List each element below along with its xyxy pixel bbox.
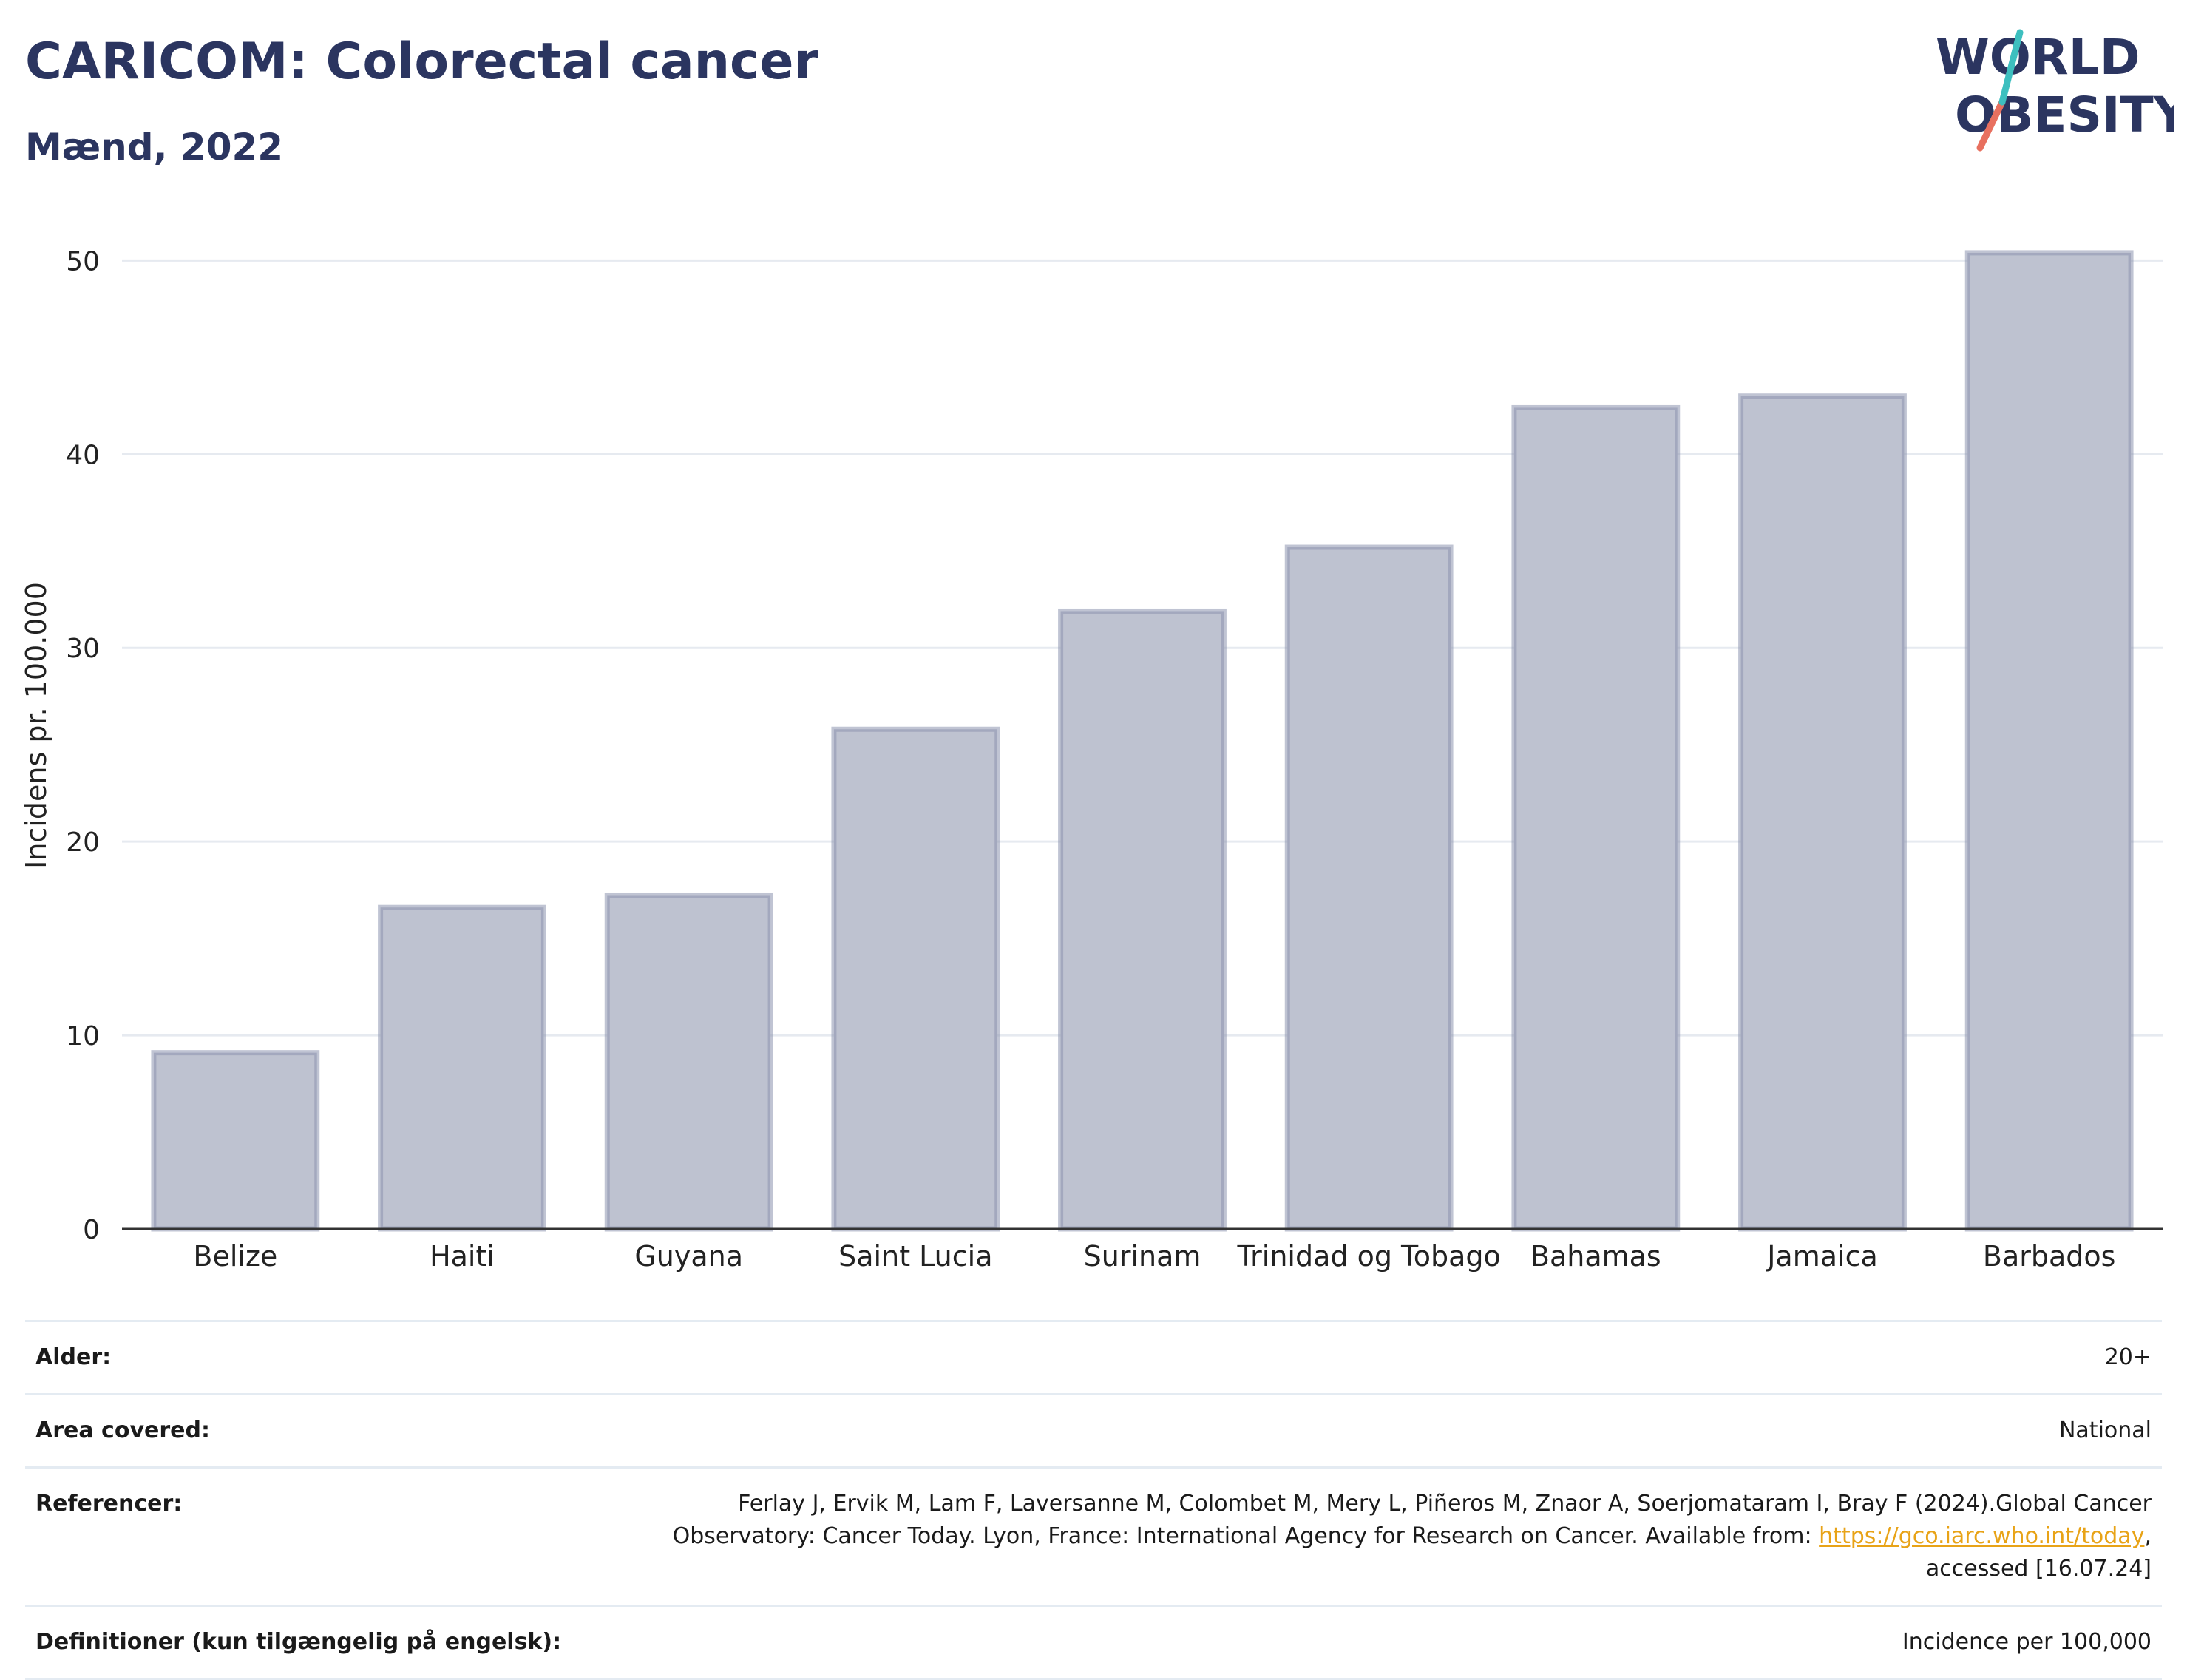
y-tick-label: 50 — [66, 246, 100, 277]
info-key: Referencer: — [25, 1466, 652, 1606]
x-tick-label: Saint Lucia — [838, 1240, 992, 1273]
y-axis-title: Incidens pr. 100.000 — [20, 582, 52, 869]
info-key: Definitioner (kun tilgængelig på engelsk… — [25, 1605, 652, 1680]
world-obesity-logo: WORLD OBESITY — [1936, 29, 2174, 152]
x-tick-label: Surinam — [1084, 1240, 1201, 1273]
bar — [1964, 250, 2134, 1232]
chart-title: CARICOM: Colorectal cancer — [25, 33, 818, 91]
reference-link[interactable]: https://gco.iarc.who.int/today — [1819, 1523, 2145, 1549]
x-tick-label: Jamaica — [1766, 1240, 1878, 1273]
x-tick-label: Bahamas — [1530, 1240, 1661, 1273]
y-tick-label: 10 — [66, 1021, 100, 1051]
x-tick-label: Barbados — [1983, 1240, 2116, 1273]
reference-text-end: , accessed [16.07.24] — [1925, 1523, 2152, 1582]
bar-chart: 0 10 20 30 40 50 Belize Haiti Guyana Saint Lucia S… — [20, 246, 2163, 1273]
reference-text: Ferlay J, Ervik M, Lam F, Laversanne M, … — [672, 1491, 2152, 1549]
x-tick-label: Guyana — [634, 1240, 743, 1273]
info-row-references: Referencer: Ferlay J, Ervik M, Lam F, La… — [25, 1466, 2162, 1606]
bars — [151, 250, 2134, 1232]
bar — [831, 726, 1000, 1232]
info-value: National — [652, 1393, 2162, 1468]
chart-subtitle: Mænd, 2022 — [25, 126, 284, 169]
bar — [1511, 404, 1681, 1232]
bar — [1058, 608, 1227, 1232]
info-table: Alder: 20+ Area covered: National Refere… — [25, 1320, 2162, 1680]
y-tick-label: 0 — [83, 1215, 100, 1245]
x-tick-label: Trinidad og Tobago — [1237, 1240, 1501, 1273]
y-tick-label: 30 — [66, 634, 100, 664]
info-row-age: Alder: 20+ — [25, 1320, 2162, 1395]
info-value: 20+ — [652, 1320, 2162, 1395]
info-row-definitions: Definitioner (kun tilgængelig på engelsk… — [25, 1605, 2162, 1680]
x-tick-label: Belize — [193, 1240, 277, 1273]
info-value: Ferlay J, Ervik M, Lam F, Laversanne M, … — [652, 1466, 2162, 1606]
x-tick-label: Haiti — [430, 1240, 495, 1273]
bar — [604, 892, 773, 1232]
axes: 0 10 20 30 40 50 Belize Haiti Guyana Saint Lucia S… — [66, 246, 2163, 1273]
bar — [151, 1050, 320, 1232]
info-key: Alder: — [25, 1320, 652, 1395]
svg-text:OBESITY: OBESITY — [1955, 87, 2174, 143]
bar — [378, 904, 546, 1232]
info-value: Incidence per 100,000 — [652, 1605, 2162, 1680]
y-tick-label: 20 — [66, 827, 100, 858]
y-tick-label: 40 — [66, 440, 100, 470]
info-row-area: Area covered: National — [25, 1393, 2162, 1468]
bar — [1738, 393, 1907, 1232]
svg-text:WORLD: WORLD — [1936, 29, 2140, 86]
info-key: Area covered: — [25, 1393, 652, 1468]
bar — [1284, 544, 1454, 1232]
